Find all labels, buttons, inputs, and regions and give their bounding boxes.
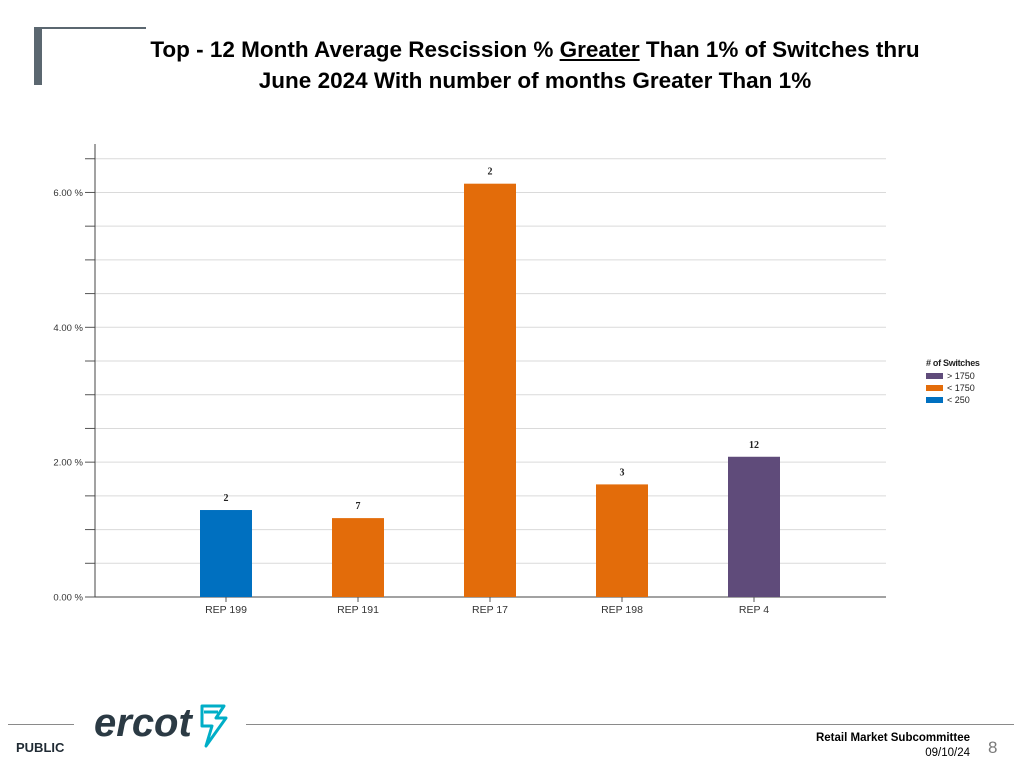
title-part-1: Top - 12 Month Average Rescission %: [150, 37, 560, 62]
page-number: 8: [988, 738, 998, 757]
legend-item-gt-1750: > 1750: [926, 370, 980, 382]
y-tick-label: 6.00 %: [53, 188, 83, 199]
x-tick-label: REP 198: [601, 604, 643, 616]
legend-label: < 1750: [947, 383, 975, 393]
legend-swatch: [926, 373, 943, 379]
bar: [332, 518, 384, 597]
chart-legend: # of Switches > 1750 < 1750 < 250: [926, 358, 980, 406]
meeting-date: 09/10/24: [925, 747, 970, 759]
x-tick-label: REP 17: [472, 604, 508, 616]
title-underlined-word: Greater: [559, 37, 640, 62]
legend-title: # of Switches: [926, 358, 980, 368]
ercot-logo-text: ercot: [94, 701, 193, 745]
footer-meeting-info: Retail Market Subcommittee 09/10/24: [816, 731, 970, 761]
title-part-2: Than 1% of Switches thru: [639, 37, 920, 62]
ercot-logo: ercot: [94, 698, 234, 755]
legend-label: > 1750: [947, 371, 975, 381]
bar: [596, 484, 648, 597]
slide-corner-accent: [34, 27, 42, 85]
data-label: 2: [224, 493, 229, 504]
data-label: 3: [620, 467, 625, 478]
committee-name: Retail Market Subcommittee: [815, 732, 970, 744]
legend-item-lt-250: < 250: [926, 394, 980, 406]
legend-label: < 250: [947, 395, 970, 405]
bar: [728, 456, 780, 597]
legend-item-lt-1750: < 1750: [926, 382, 980, 394]
slide-corner-accent-line: [34, 27, 146, 29]
legend-swatch: [926, 385, 943, 391]
x-tick-label: REP 4: [739, 604, 769, 616]
ercot-logo-graphic: ercot: [94, 701, 228, 748]
footer-divider-right: [246, 724, 1014, 725]
y-tick-label: 2.00 %: [53, 458, 83, 469]
bar: [200, 510, 252, 597]
public-label: PUBLIC: [16, 740, 65, 755]
title-line-1: Top - 12 Month Average Rescission % Grea…: [70, 34, 1000, 65]
data-label: 2: [488, 167, 493, 178]
y-tick-label: 0.00 %: [53, 593, 83, 604]
x-tick-label: REP 199: [205, 604, 247, 616]
y-tick-label: 4.00 %: [53, 323, 83, 334]
slide-title: Top - 12 Month Average Rescission % Grea…: [70, 34, 1000, 96]
lightning-bolt-icon: [200, 704, 228, 748]
data-label: 7: [356, 501, 361, 512]
x-tick-label: REP 191: [337, 604, 379, 616]
legend-swatch: [926, 397, 943, 403]
footer-divider-left: [8, 724, 74, 725]
data-label: 12: [749, 440, 759, 451]
bar: [464, 183, 516, 597]
title-line-2: June 2024 With number of months Greater …: [258, 68, 812, 93]
